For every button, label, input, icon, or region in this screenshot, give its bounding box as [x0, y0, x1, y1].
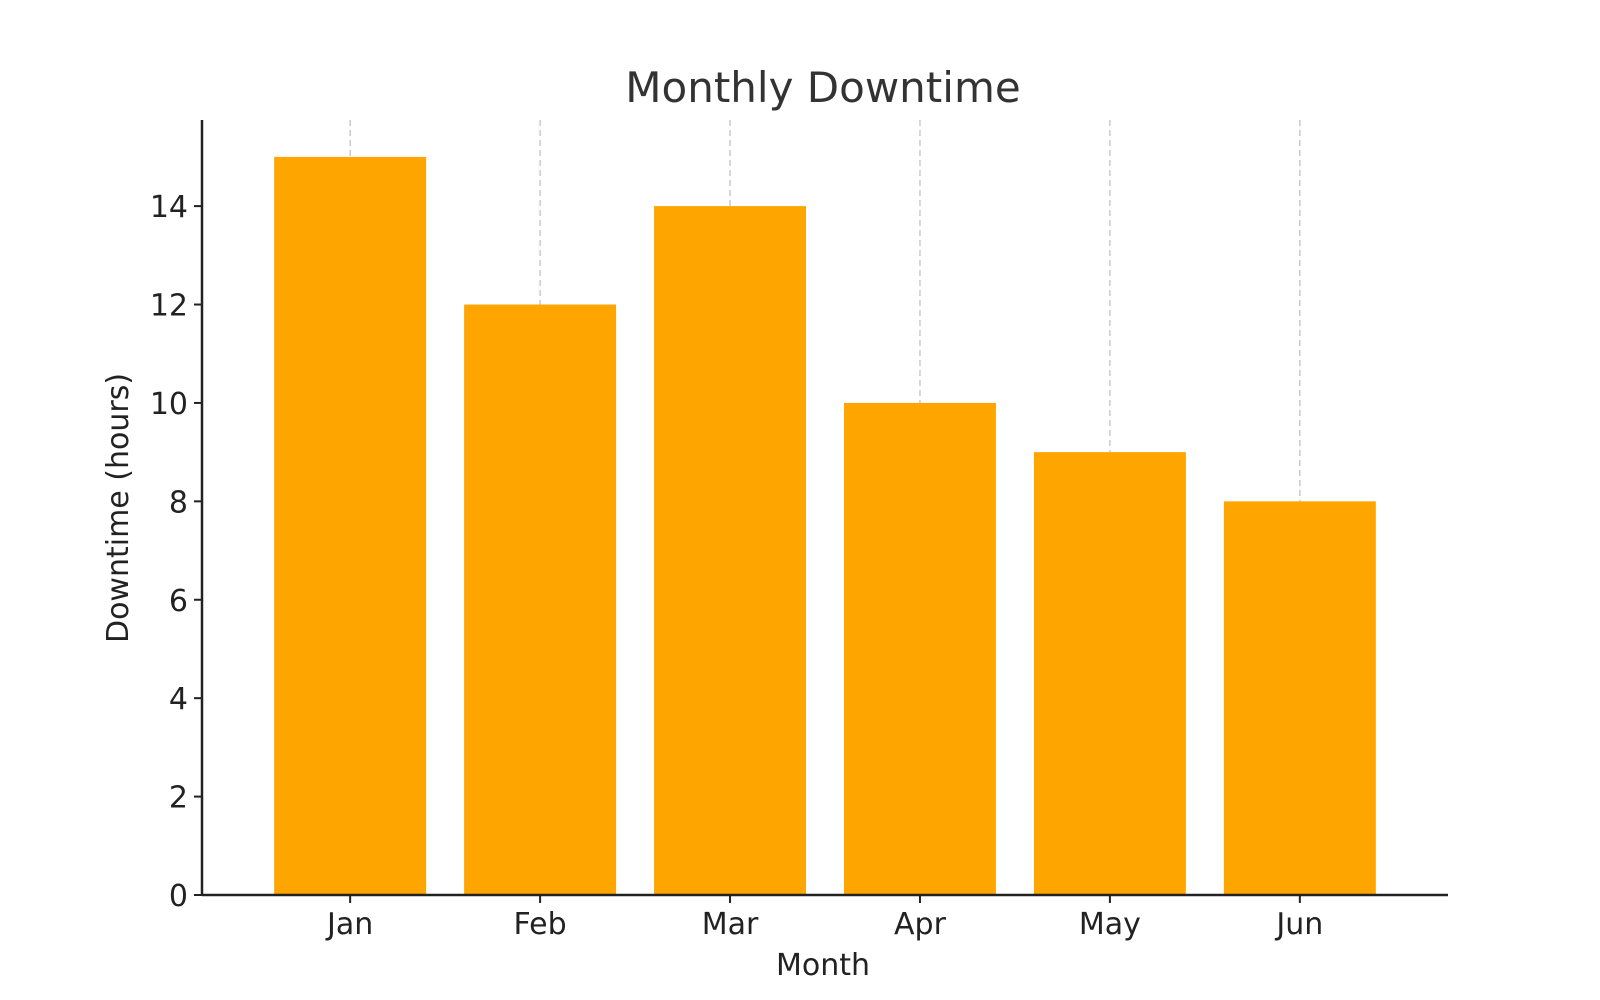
x-axis-ticks: Jan Feb Mar Apr May Jun	[325, 895, 1323, 942]
x-tick-label: Jun	[1274, 907, 1323, 942]
y-axis-ticks: 0 2 4 6 8 10 12 14	[150, 190, 202, 914]
y-tick-label: 6	[169, 584, 188, 619]
x-tick-label: May	[1079, 907, 1141, 942]
y-tick-label: 12	[150, 289, 188, 324]
bar-may	[1033, 452, 1186, 895]
y-tick-label: 0	[169, 879, 188, 914]
y-tick-label: 10	[150, 387, 188, 422]
x-tick-label: Jan	[325, 907, 373, 942]
bar-feb	[464, 304, 617, 895]
bar-jan	[274, 156, 427, 895]
y-axis-label: Downtime (hours)	[101, 373, 136, 643]
x-tick-label: Apr	[894, 907, 947, 942]
y-tick-label: 4	[169, 682, 188, 717]
bar-jun	[1223, 501, 1376, 895]
bar-apr	[843, 402, 996, 895]
chart-title: Monthly Downtime	[625, 63, 1020, 112]
x-axis-label: Month	[776, 948, 870, 983]
bar-mar	[654, 206, 807, 896]
bar-series	[274, 156, 1376, 896]
y-tick-label: 2	[169, 781, 188, 816]
axes	[200, 120, 1448, 897]
x-tick-label: Mar	[702, 907, 759, 942]
y-tick-label: 8	[169, 485, 188, 520]
x-tick-label: Feb	[514, 907, 567, 942]
y-tick-label: 14	[150, 190, 188, 225]
